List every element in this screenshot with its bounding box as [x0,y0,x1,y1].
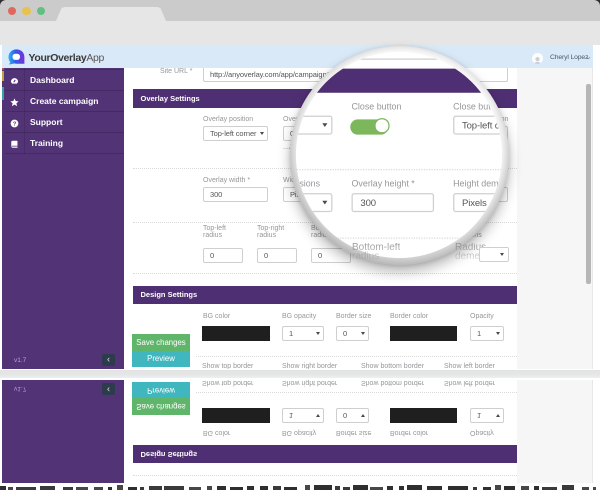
svg-text:?: ? [13,121,17,127]
